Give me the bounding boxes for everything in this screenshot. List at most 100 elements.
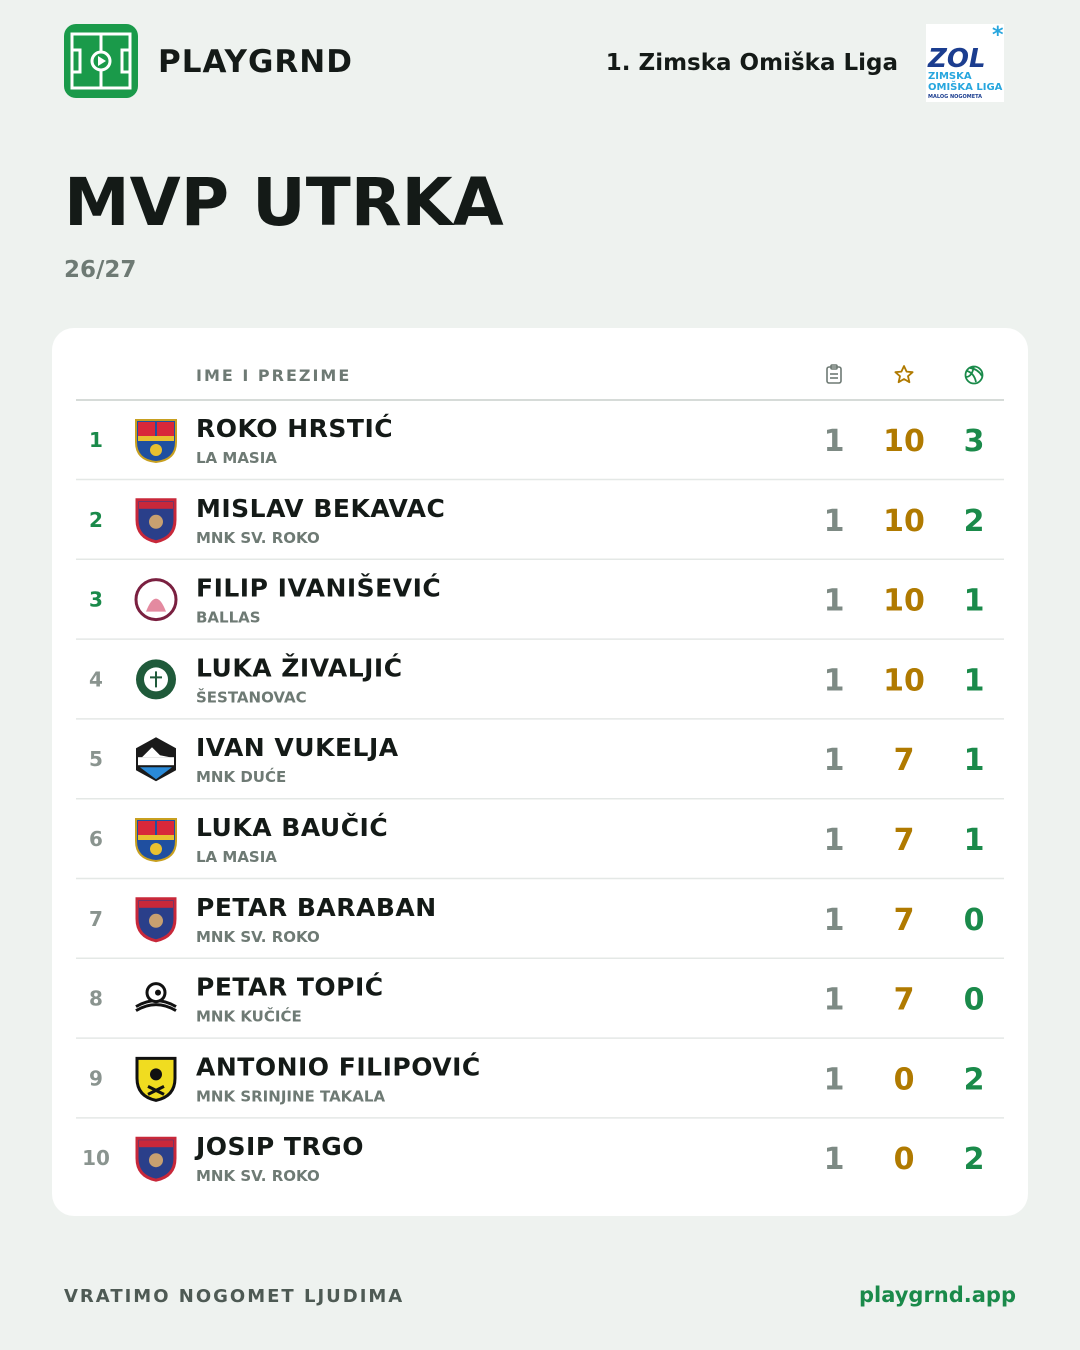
team-name: MNK DUĆE [196,767,286,786]
apps-icon [826,364,842,384]
league-logo-line: MALOG NOGOMETA [928,94,982,100]
rating-icon [894,365,914,384]
apps: 1 [824,743,845,778]
goals: 0 [964,983,985,1018]
player-name: LUKA BAUČIĆ [196,812,388,842]
apps: 1 [824,424,845,459]
crest-shape [138,436,174,441]
crest-shape [149,514,163,529]
rating: 10 [883,584,925,619]
player-name: IVAN VUKELJA [196,733,399,762]
apps: 1 [824,903,845,938]
apps: 1 [824,1142,845,1177]
league-logo-line: ZIMSKA [928,71,972,82]
crest-shape [142,747,170,758]
goals: 1 [964,823,985,858]
crest-shape [138,422,155,436]
team-crest [135,1136,177,1182]
column-header: IME I PREZIME [196,366,351,385]
team-crest [135,982,177,1012]
rating: 10 [883,504,925,539]
goals: 1 [964,584,985,619]
goals: 0 [964,903,985,938]
apps: 1 [824,1062,845,1097]
rank: 10 [82,1146,110,1170]
team-name: ŠESTANOVAC [196,687,307,706]
rank: 4 [89,667,103,691]
brand-logo [64,24,138,98]
crest-shape [150,444,162,456]
rank: 1 [89,428,103,452]
player-name: LUKA ŽIVALJIĆ [196,652,403,682]
goals: 3 [964,424,985,459]
rank: 2 [89,508,103,532]
crest-shape [138,757,174,766]
rank: 7 [89,907,103,931]
team-crest [135,498,177,544]
player-name: JOSIP TRGO [194,1132,364,1161]
season: 26/27 [64,257,136,283]
team-crest [135,818,177,863]
league-name: 1. Zimska Omiška Liga [606,50,898,76]
player-name: MISLAV BEKAVAC [196,494,445,523]
league-logo-line: OMIŠKA LIGA [928,80,1003,93]
player-name: ROKO HRSTIĆ [196,413,393,443]
crest-shape [139,1140,173,1148]
rating: 0 [894,1062,915,1097]
team-name: MNK SRINJINE TAKALA [196,1087,385,1105]
crest-shape [138,821,155,835]
crest-shape [157,422,174,436]
rating: 10 [883,424,925,459]
apps: 1 [824,823,845,858]
team-crest [135,897,177,943]
team-name: MNK KUČIĆE [196,1007,302,1026]
goals: 2 [964,1142,985,1177]
team-crest [134,578,178,622]
url: playgrnd.app [859,1283,1016,1307]
apps: 1 [824,663,845,698]
team-crest [136,659,176,700]
team-crest [136,737,176,782]
crest-shape [155,989,161,996]
rank: 9 [89,1066,103,1090]
table-card [52,328,1028,1216]
rank: 6 [89,827,103,851]
crest-shape [149,913,163,928]
team-name: LA MASIA [196,848,277,866]
league-logo-abbr: ZOL [927,44,986,74]
team-crest [135,1056,177,1102]
league-logo: ZOL * ZIMSKA OMIŠKA LIGA MALOG NOGOMETA [926,23,1004,102]
apps: 1 [824,504,845,539]
team-name: MNK SV. ROKO [196,928,320,946]
crest-shape [140,767,172,780]
team-name: MNK SV. ROKO [196,1167,320,1185]
crest-shape [139,501,173,509]
crest-shape [139,900,173,908]
crest-shape [149,1153,163,1168]
goals: 1 [964,743,985,778]
crest-shape [150,843,162,855]
rating: 10 [883,663,925,698]
rating: 7 [894,823,915,858]
rating: 7 [894,743,915,778]
player-name: ANTONIO FILIPOVIĆ [196,1051,481,1081]
rank: 5 [89,747,103,771]
player-name: PETAR TOPIĆ [196,972,384,1002]
player-name: PETAR BARABAN [196,893,437,922]
apps: 1 [824,983,845,1018]
page-title: MVP UTRKA [64,164,504,241]
crest-shape [150,671,162,688]
team-name: MNK SV. ROKO [196,529,320,547]
team-name: LA MASIA [196,449,277,467]
rating: 7 [894,903,915,938]
rank: 3 [89,588,103,612]
apps: 1 [824,584,845,619]
crest-shape [138,835,174,840]
team-name: BALLAS [196,609,261,627]
crest-shape [150,1068,162,1081]
crest-shape [157,821,174,835]
slogan: VRATIMO NOGOMET LJUDIMA [64,1286,404,1307]
goals: 2 [964,504,985,539]
goals: 2 [964,1062,985,1097]
